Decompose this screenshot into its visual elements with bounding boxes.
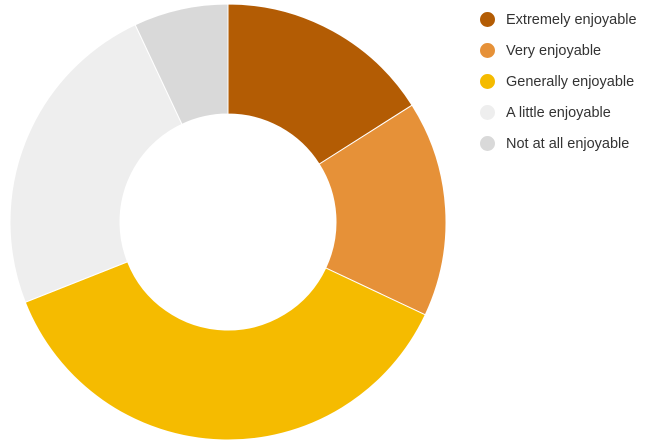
legend-label: Very enjoyable xyxy=(506,43,601,59)
chart-legend: Extremely enjoyable Very enjoyable Gener… xyxy=(480,4,637,159)
legend-item-extremely-enjoyable[interactable]: Extremely enjoyable xyxy=(480,4,637,35)
legend-swatch-icon xyxy=(480,105,495,120)
legend-swatch-icon xyxy=(480,43,495,58)
legend-label: A little enjoyable xyxy=(506,105,611,121)
legend-swatch-icon xyxy=(480,12,495,27)
legend-item-generally-enjoyable[interactable]: Generally enjoyable xyxy=(480,66,637,97)
legend-item-not-at-all-enjoyable[interactable]: Not at all enjoyable xyxy=(480,128,637,159)
legend-swatch-icon xyxy=(480,136,495,151)
legend-swatch-icon xyxy=(480,74,495,89)
legend-label: Not at all enjoyable xyxy=(506,136,629,152)
legend-item-a-little-enjoyable[interactable]: A little enjoyable xyxy=(480,97,637,128)
legend-label: Generally enjoyable xyxy=(506,74,634,90)
legend-label: Extremely enjoyable xyxy=(506,12,637,28)
slice-generally-enjoyable[interactable] xyxy=(25,262,425,440)
legend-item-very-enjoyable[interactable]: Very enjoyable xyxy=(480,35,637,66)
